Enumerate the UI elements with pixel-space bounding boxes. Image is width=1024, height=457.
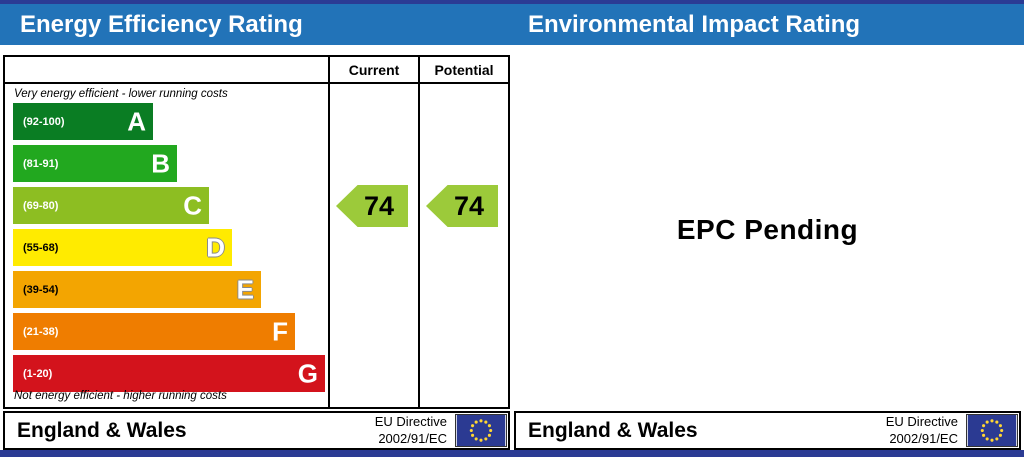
potential-rating-arrow: 74 — [426, 185, 498, 227]
epc-band-range-label: (81-91) — [23, 157, 59, 170]
epc-band-row: (69-80) C — [13, 187, 209, 224]
epc-band-range-label: (69-80) — [23, 199, 59, 212]
eu-directive-line1: EU Directive — [374, 414, 447, 430]
energy-efficiency-chart: Current Potential Very energy efficient … — [3, 55, 510, 409]
top-axis-note: Very energy efficient - lower running co… — [14, 88, 228, 100]
environmental-impact-panel: EPC Pending — [514, 55, 1021, 405]
environmental-impact-title: Environmental Impact Rating — [528, 10, 861, 38]
epc-band-row: (55-68) D — [13, 229, 232, 266]
epc-band-letter: D — [206, 232, 225, 262]
eu-directive-line2: 2002/91/EC — [378, 430, 447, 446]
bottom-axis-note: Not energy efficient - higher running co… — [14, 390, 227, 402]
current-column-header: Current — [348, 61, 400, 78]
epc-band-row: (1-20) G — [13, 355, 325, 392]
epc-band-range-label: (39-54) — [23, 283, 59, 296]
region-label: England & Wales — [17, 418, 187, 442]
eu-directive-text: EU Directive 2002/91/EC — [886, 414, 958, 447]
epc-band-row: (92-100) A — [13, 103, 153, 140]
epc-band-row: (39-54) E — [13, 271, 261, 308]
eu-flag-icon — [455, 414, 507, 447]
footer-left: England & Wales EU Directive 2002/91/EC — [3, 411, 510, 450]
footer-right: England & Wales EU Directive 2002/91/EC — [514, 411, 1021, 450]
eu-directive-line2: 2002/91/EC — [889, 430, 958, 446]
epc-band-range-label: (55-68) — [23, 241, 59, 254]
current-rating-value: 74 — [363, 190, 395, 221]
epc-band-letter: F — [272, 316, 288, 346]
epc-band-letter: C — [183, 190, 202, 220]
epc-band-letter: E — [236, 274, 254, 304]
epc-band-range-label: (1-20) — [23, 367, 53, 380]
epc-band-range-label: (21-38) — [23, 325, 59, 338]
eu-directive-text: EU Directive 2002/91/EC — [375, 414, 447, 447]
potential-rating-value: 74 — [453, 190, 485, 221]
epc-band-letter: B — [151, 148, 170, 178]
epc-band-letter: G — [297, 358, 318, 388]
epc-band-range-label: (92-100) — [23, 115, 65, 128]
current-column-divider — [328, 57, 330, 407]
current-rating-arrow: 74 — [336, 185, 408, 227]
potential-column-divider — [418, 57, 420, 407]
eu-directive-line1: EU Directive — [885, 414, 958, 430]
region-label: England & Wales — [528, 418, 698, 442]
epc-band-row: (81-91) B — [13, 145, 177, 182]
epc-band-letter: A — [127, 106, 146, 136]
top-banner: Energy Efficiency Rating Environmental I… — [0, 0, 1024, 45]
bottom-strip — [0, 450, 1024, 457]
eu-flag-icon — [966, 414, 1018, 447]
potential-column-header: Potential — [434, 61, 494, 78]
table-header-divider — [5, 82, 508, 84]
epc-pending-status: EPC Pending — [676, 214, 859, 245]
epc-bands: (92-100) A (81-91) B (69-80) C (55-68) D… — [13, 103, 328, 397]
epc-band-row: (21-38) F — [13, 313, 295, 350]
energy-efficiency-title: Energy Efficiency Rating — [20, 10, 303, 38]
